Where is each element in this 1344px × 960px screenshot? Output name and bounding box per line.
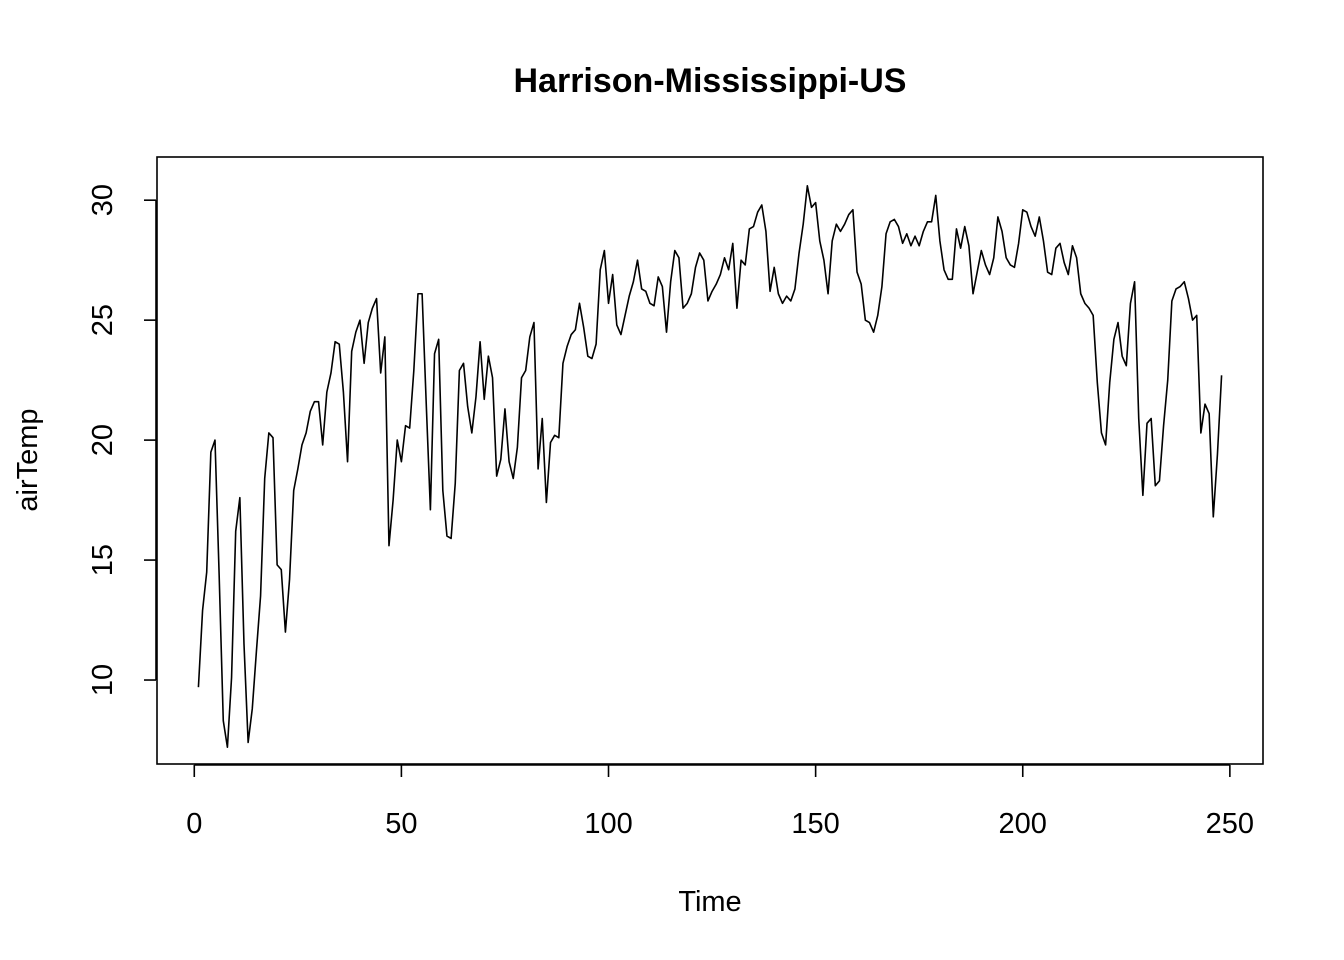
y-tick-label: 20 xyxy=(87,424,119,456)
y-axis: 10 15 20 25 30 xyxy=(87,184,157,696)
y-tick-label: 15 xyxy=(87,544,119,576)
x-tick-label: 100 xyxy=(584,808,632,840)
x-tick-label: 0 xyxy=(186,808,202,840)
y-axis-label: airTemp xyxy=(12,408,44,511)
x-tick-label: 200 xyxy=(999,808,1047,840)
x-tick-label: 150 xyxy=(791,808,839,840)
y-tick-label: 30 xyxy=(87,184,119,216)
chart-title: Harrison-Mississippi-US xyxy=(514,62,907,100)
x-tick-label: 250 xyxy=(1206,808,1254,840)
y-tick-label: 25 xyxy=(87,304,119,336)
x-axis: 0 50 100 150 200 250 xyxy=(186,764,1254,840)
y-tick-label: 10 xyxy=(87,664,119,696)
plot-frame xyxy=(156,156,1264,765)
x-tick-label: 50 xyxy=(385,808,417,840)
series-line-airtemp xyxy=(197,184,1223,749)
x-axis-label: Time xyxy=(678,886,741,918)
